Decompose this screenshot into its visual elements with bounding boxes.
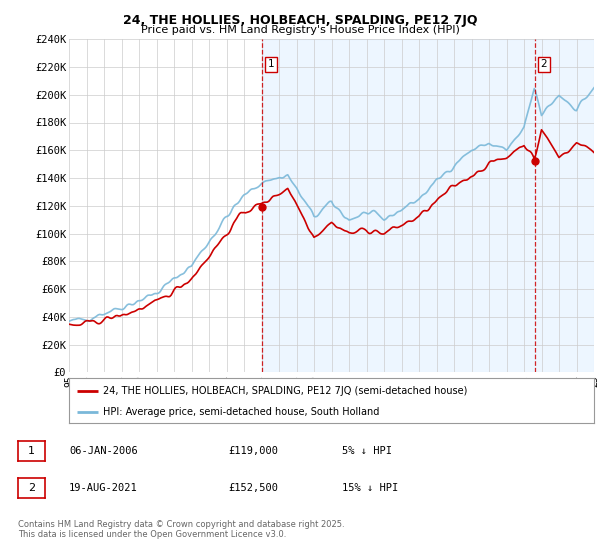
Text: 2: 2 <box>28 483 35 493</box>
Text: 1: 1 <box>28 446 35 456</box>
Text: Price paid vs. HM Land Registry's House Price Index (HPI): Price paid vs. HM Land Registry's House … <box>140 25 460 35</box>
Text: 1: 1 <box>268 59 274 69</box>
Text: 19-AUG-2021: 19-AUG-2021 <box>69 483 138 493</box>
Text: £152,500: £152,500 <box>228 483 278 493</box>
Text: 5% ↓ HPI: 5% ↓ HPI <box>342 446 392 456</box>
Text: 24, THE HOLLIES, HOLBEACH, SPALDING, PE12 7JQ: 24, THE HOLLIES, HOLBEACH, SPALDING, PE1… <box>123 14 477 27</box>
Text: 06-JAN-2006: 06-JAN-2006 <box>69 446 138 456</box>
Text: 24, THE HOLLIES, HOLBEACH, SPALDING, PE12 7JQ (semi-detached house): 24, THE HOLLIES, HOLBEACH, SPALDING, PE1… <box>103 385 467 395</box>
Text: HPI: Average price, semi-detached house, South Holland: HPI: Average price, semi-detached house,… <box>103 407 380 417</box>
Text: 2: 2 <box>540 59 547 69</box>
Text: £119,000: £119,000 <box>228 446 278 456</box>
Text: Contains HM Land Registry data © Crown copyright and database right 2025.
This d: Contains HM Land Registry data © Crown c… <box>18 520 344 539</box>
Bar <box>262 39 594 372</box>
Text: 15% ↓ HPI: 15% ↓ HPI <box>342 483 398 493</box>
